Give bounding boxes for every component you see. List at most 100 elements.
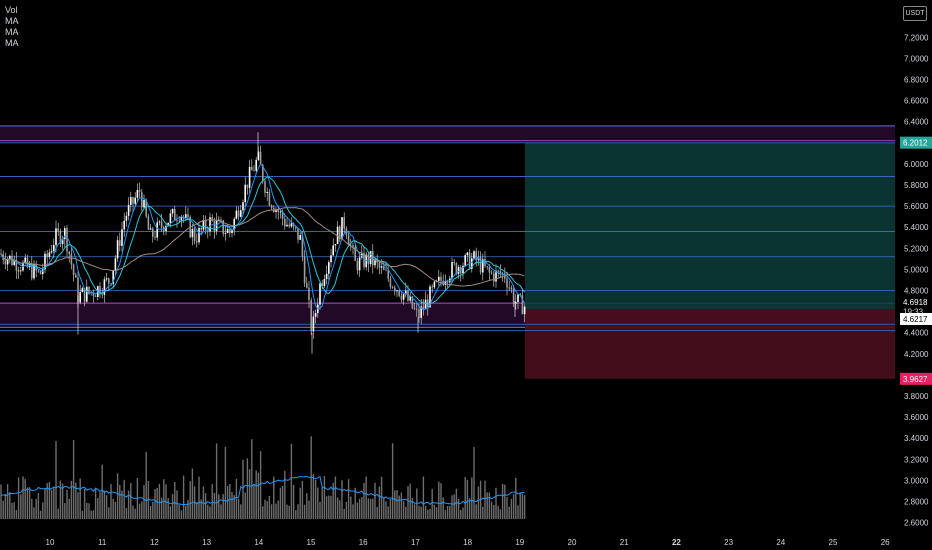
candle-body: [235, 210, 238, 219]
candle-body: [24, 257, 26, 263]
volume-bar: [105, 495, 108, 519]
price-tick-label: 3.2000: [904, 455, 929, 464]
candle-body: [191, 228, 194, 238]
price-axis[interactable]: 7.2000 7.0000 6.8000 6.6000 6.4000 6.0000 5.80…: [904, 33, 929, 527]
ma-slow-line: [0, 207, 525, 287]
volume-bar: [125, 508, 128, 519]
volume-bar: [501, 483, 504, 519]
candle-body: [70, 254, 73, 265]
candle-body: [68, 251, 70, 255]
time-tick-label: 21: [620, 538, 629, 547]
candle-body: [400, 295, 403, 300]
candle-body: [468, 252, 471, 269]
candle-body: [50, 251, 53, 253]
volume-bar: [28, 487, 31, 519]
candle-body: [308, 287, 310, 301]
candle-body: [427, 299, 429, 308]
volume-bar: [422, 476, 425, 519]
candle-body: [374, 259, 376, 266]
volume-bar: [471, 477, 473, 519]
volume-bar: [486, 492, 488, 519]
candle-body: [321, 283, 323, 287]
candle-body: [13, 259, 15, 265]
volume-bar: [147, 481, 150, 519]
price-tick-label: 3.8000: [904, 392, 929, 401]
candle-body: [508, 287, 510, 289]
volume-bar: [94, 487, 97, 519]
volume-bar: [198, 476, 200, 519]
volume-bar: [475, 504, 477, 519]
horizontal-levels[interactable]: [0, 125, 895, 331]
candle-body: [218, 219, 220, 221]
volume-bar: [385, 501, 387, 519]
volume-bar: [336, 497, 339, 519]
candle-body: [193, 228, 196, 242]
candle-body: [270, 205, 273, 208]
currency-unit-button[interactable]: USDT: [903, 6, 927, 21]
time-tick-label: 10: [46, 538, 55, 547]
volume-bar: [31, 498, 33, 519]
volume-bar: [506, 497, 508, 519]
volume-bar: [495, 487, 497, 519]
volume-bar: [26, 487, 29, 519]
candle-body: [215, 220, 218, 232]
legend-ma-1[interactable]: MA: [5, 16, 19, 26]
candle-body: [363, 252, 365, 268]
volume-bar: [13, 502, 15, 519]
volume-bar: [468, 498, 471, 519]
time-tick-label: 25: [829, 538, 838, 547]
price-tick-label: 6.6000: [904, 97, 929, 106]
volume-bar: [440, 483, 442, 519]
volume-bar: [453, 494, 455, 519]
time-axis[interactable]: 10 11 12 13 14 15 16 17 18 19 20 21 22 23 24 25 26: [46, 538, 891, 547]
candle-body: [328, 262, 330, 274]
price-tag-bg: [900, 136, 932, 149]
volume-bar: [488, 492, 491, 519]
volume-bar: [424, 505, 427, 519]
legend-ma-2[interactable]: MA: [5, 27, 19, 37]
zone-top-resistance: [0, 125, 895, 141]
volume-bar: [39, 510, 42, 519]
volume-bar: [22, 476, 24, 519]
volume-bar: [365, 476, 367, 519]
legend-ma-3[interactable]: MA: [5, 38, 19, 48]
candle-body: [180, 216, 183, 221]
legend-volume[interactable]: Vol: [5, 5, 18, 15]
candle-body: [479, 257, 482, 273]
volume-bar: [75, 482, 77, 519]
volume-bar: [427, 509, 429, 519]
volume-bar: [237, 498, 240, 519]
volume-bar: [394, 490, 396, 519]
volume-bar: [86, 502, 88, 519]
candle-body: [295, 226, 297, 229]
candle-body: [33, 264, 35, 279]
position-tool[interactable]: [525, 142, 895, 379]
candle-body: [405, 290, 407, 295]
candle-body: [354, 247, 356, 261]
volume-bar: [361, 497, 363, 519]
price-tick-label: 7.0000: [904, 54, 929, 63]
candle-body: [387, 270, 389, 279]
volume-bar: [462, 507, 464, 519]
volume-bar: [253, 483, 255, 519]
time-tick-label: 22: [672, 538, 681, 547]
time-tick-label: 13: [202, 538, 211, 547]
volume-bar: [156, 487, 158, 519]
candle-body: [145, 199, 147, 217]
volume-bar: [380, 476, 383, 519]
volume-bar: [328, 495, 330, 519]
candle-body: [510, 287, 513, 290]
volume-bar: [163, 479, 165, 519]
volume-bar: [411, 497, 414, 519]
volume-bar: [83, 488, 86, 519]
time-tick-label: 18: [463, 538, 472, 547]
candle-body: [48, 252, 51, 258]
volume-bar: [79, 478, 81, 519]
volume-bar: [196, 502, 198, 519]
volume-bar: [11, 502, 13, 519]
candle-body: [57, 228, 59, 232]
volume-bar: [50, 489, 53, 519]
candle-body: [116, 240, 119, 259]
candle-body: [229, 229, 231, 234]
